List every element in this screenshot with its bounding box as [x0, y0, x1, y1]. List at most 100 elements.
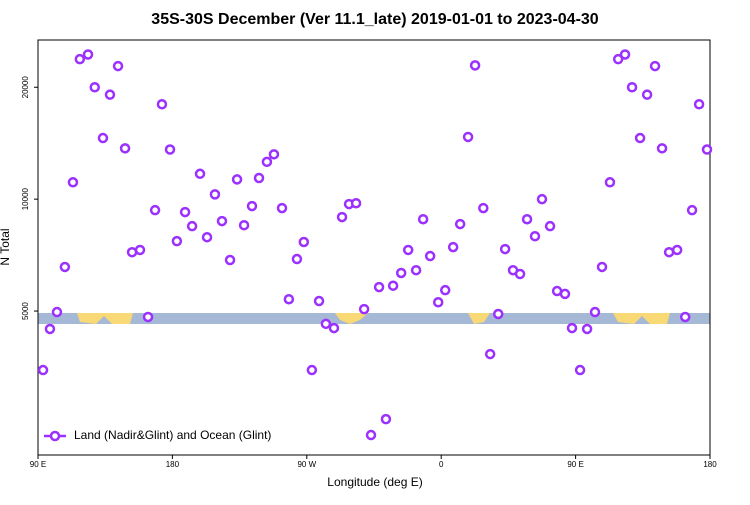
point: [604, 177, 616, 188]
point: [97, 132, 109, 144]
point: [142, 311, 154, 323]
point: [201, 231, 213, 243]
legend-marker: [49, 430, 61, 442]
point: [44, 323, 56, 335]
chart-title: 35S-30S December (Ver 11.1_late) 2019-01…: [151, 11, 599, 28]
land: [613, 313, 670, 324]
legend-label: Land (Nadir&Glint) and Ocean (Glint): [74, 428, 271, 442]
y-tick-label: 10000: [21, 187, 30, 210]
point: [693, 99, 705, 110]
point: [641, 89, 653, 100]
point: [82, 49, 94, 60]
point: [268, 149, 280, 160]
point: [529, 230, 541, 242]
point: [634, 132, 646, 144]
ocean-band: [38, 313, 710, 324]
point: [469, 60, 481, 71]
point: [119, 143, 131, 154]
land-ocean-strip: [38, 313, 710, 324]
point: [261, 156, 273, 168]
point: [104, 89, 116, 100]
x-tick-label: 90 W: [297, 460, 316, 469]
point: [216, 215, 228, 227]
x-axis-label: Longitude (deg E): [327, 475, 422, 489]
y-axis-label: N Total: [0, 228, 12, 265]
point: [424, 250, 436, 262]
point: [663, 246, 675, 258]
point: [417, 213, 429, 225]
point: [171, 235, 183, 247]
point: [439, 284, 451, 296]
point: [671, 244, 683, 256]
x-tick-label: 180: [166, 460, 180, 469]
point: [499, 243, 511, 255]
point: [410, 264, 422, 276]
point: [478, 202, 489, 214]
point: [51, 306, 63, 318]
point: [134, 244, 146, 256]
point: [484, 348, 496, 360]
point: [686, 204, 698, 216]
point: [246, 200, 258, 212]
point: [112, 60, 124, 72]
point: [59, 261, 71, 273]
point: [74, 53, 86, 65]
point: [521, 213, 533, 225]
point: [224, 254, 236, 266]
point: [514, 268, 526, 280]
y-tick-label: 5000: [21, 302, 30, 320]
point: [380, 413, 392, 425]
point: [313, 295, 325, 307]
plot-frame: [37, 39, 711, 456]
point: [67, 177, 79, 188]
point: [194, 168, 206, 180]
point: [589, 306, 601, 318]
point: [462, 131, 474, 143]
point: [358, 303, 370, 315]
point: [186, 220, 198, 232]
x-tick-label: 90 E: [30, 460, 46, 469]
point: [306, 364, 318, 376]
y-tick-label: 20000: [21, 76, 30, 99]
point: [238, 219, 250, 231]
point: [559, 288, 571, 300]
point: [492, 308, 504, 320]
point: [619, 49, 631, 60]
point: [596, 261, 608, 273]
x-tick-label: 180: [703, 460, 717, 469]
land: [468, 313, 490, 324]
x-tick-label: 0: [439, 460, 444, 469]
point: [253, 172, 265, 184]
point: [536, 193, 548, 205]
point: [89, 81, 100, 93]
point: [336, 211, 348, 223]
point: [626, 81, 638, 93]
point: [387, 280, 399, 291]
point: [298, 236, 310, 248]
land: [77, 313, 133, 324]
point: [283, 293, 295, 305]
land: [335, 313, 368, 324]
point: [149, 204, 161, 216]
point: [454, 218, 466, 230]
point: [679, 311, 691, 323]
point: [350, 197, 362, 209]
point: [432, 297, 444, 308]
point: [291, 253, 303, 265]
point: [276, 202, 288, 214]
point: [209, 189, 221, 200]
point: [395, 267, 407, 279]
point: [231, 174, 243, 185]
point: [612, 53, 624, 65]
point: [656, 143, 668, 154]
point: [447, 241, 459, 253]
point: [701, 144, 713, 155]
point: [179, 206, 191, 218]
point: [574, 364, 586, 376]
point: [581, 323, 593, 335]
point: [156, 99, 168, 110]
point: [402, 244, 414, 256]
point: [37, 364, 49, 376]
point: [365, 429, 377, 441]
